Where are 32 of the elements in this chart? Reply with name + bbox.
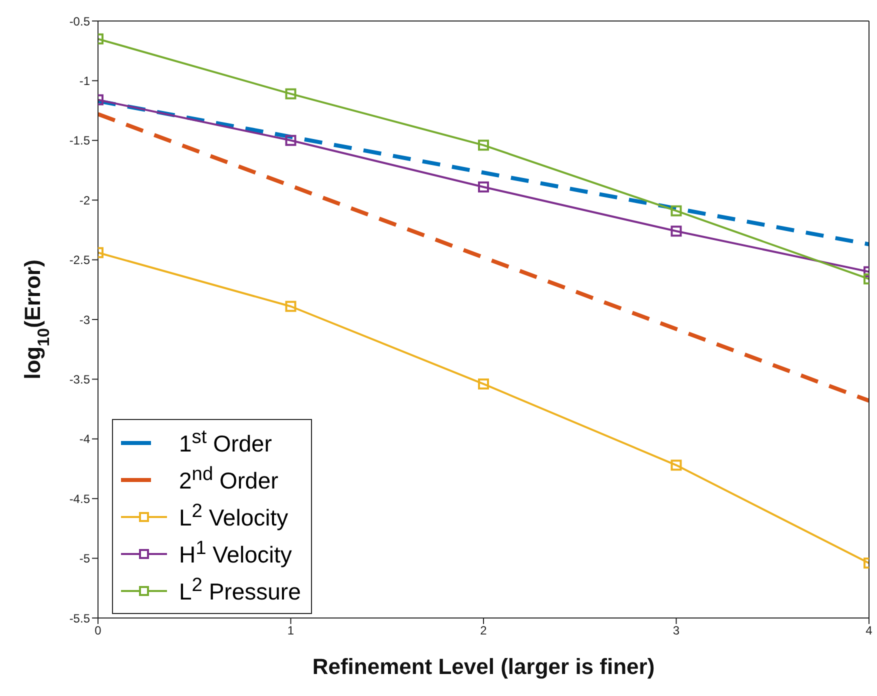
y-tick-label: -1.5: [69, 134, 90, 148]
y-tick-label: -4: [79, 432, 90, 446]
legend-label: 2$^{nd}$ Order: [179, 464, 278, 495]
legend-label: 1$^{st}$ Order: [179, 427, 272, 458]
y-tick-label: -4.5: [69, 492, 90, 506]
y-tick-label: -3.5: [69, 372, 90, 386]
legend-label: L$^{2}$ Pressure: [179, 575, 301, 606]
y-tick-label: -2.5: [69, 253, 90, 268]
line-series: [98, 112, 869, 403]
point: [478, 140, 489, 151]
legend-label: L$^{2}$ Velocity: [179, 501, 288, 532]
x-tick-label: 4: [866, 624, 873, 638]
y-tick-label: -0.5: [69, 14, 90, 28]
x-tick-label: 2: [480, 624, 488, 638]
point: [285, 88, 296, 100]
y-tick-label: -2: [79, 193, 90, 208]
point: [478, 378, 489, 390]
legend-label: H$^{1}$ Velocity: [179, 538, 292, 569]
x-tick-label: 0: [94, 624, 102, 638]
point: [670, 226, 682, 237]
x-axis-title: Refinement Level (larger is finer): [312, 654, 655, 679]
point: [478, 181, 489, 192]
point: [670, 205, 682, 216]
point: [670, 460, 682, 471]
y-tick-label: -5: [79, 552, 90, 566]
x-tick-label: 3: [672, 624, 680, 638]
y-tick-label: -3: [79, 312, 90, 327]
point: [285, 300, 296, 312]
point: [285, 134, 296, 146]
x-tick-label: 1: [287, 624, 294, 638]
y-tick-label: -1: [79, 74, 90, 88]
y-tick-label: -5.5: [69, 611, 90, 626]
